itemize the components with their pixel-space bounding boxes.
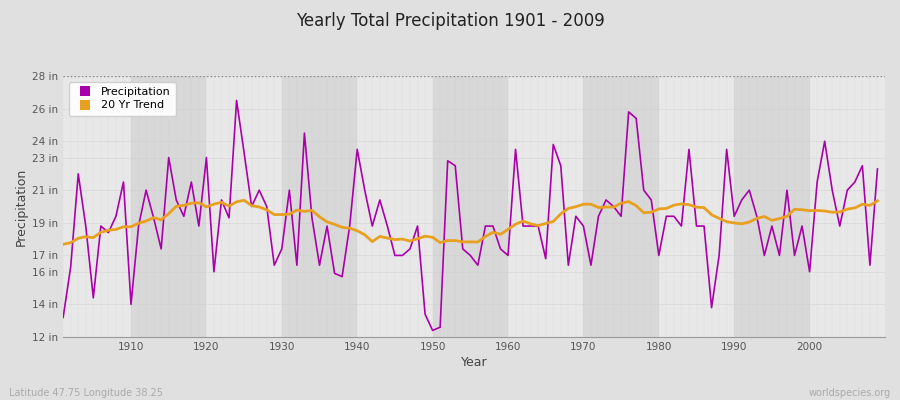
Bar [659,76,734,337]
Bar [131,76,206,337]
Bar [433,76,508,337]
Text: worldspecies.org: worldspecies.org [809,388,891,398]
Bar [810,76,885,337]
Text: Latitude 47.75 Longitude 38.25: Latitude 47.75 Longitude 38.25 [9,388,163,398]
Legend: Precipitation, 20 Yr Trend: Precipitation, 20 Yr Trend [68,82,176,116]
Bar [63,76,131,337]
Bar [508,76,583,337]
Bar [282,76,357,337]
Bar [734,76,810,337]
Text: Yearly Total Precipitation 1901 - 2009: Yearly Total Precipitation 1901 - 2009 [295,12,605,30]
Bar [583,76,659,337]
Y-axis label: Precipitation: Precipitation [15,167,28,246]
X-axis label: Year: Year [461,356,488,369]
Bar [357,76,433,337]
Bar [206,76,282,337]
